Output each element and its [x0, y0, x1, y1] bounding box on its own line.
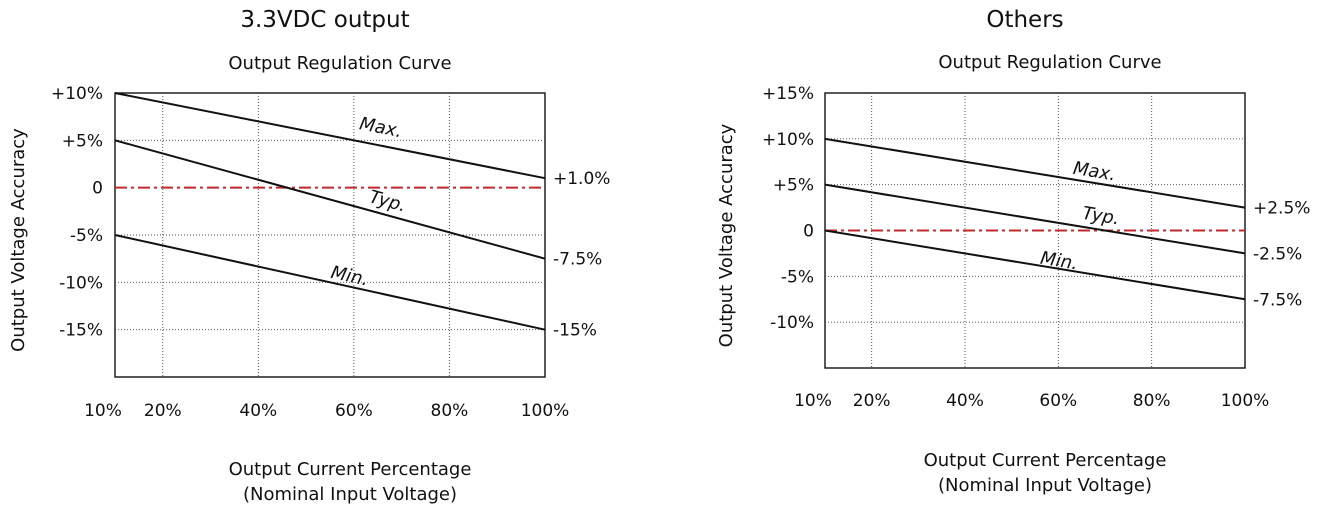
series-name-label: Typ.: [1081, 203, 1121, 230]
y-tick-label: +5%: [773, 176, 814, 196]
series-name-label: Max.: [1072, 158, 1118, 186]
series-name-label: Min.: [329, 262, 370, 291]
series-name-label: Max.: [358, 113, 404, 142]
x-tick-label: 60%: [335, 401, 373, 421]
series-line-max: [114, 92, 546, 180]
y-tick-label: -5%: [781, 267, 814, 287]
x-axis-label: Output Current Percentage (Nominal Input…: [180, 457, 520, 507]
series-end-label: -7.5%: [1253, 290, 1302, 310]
y-tick-label: -15%: [59, 321, 103, 341]
x-tick-label: 10%: [84, 401, 122, 421]
series-line-min: [114, 234, 546, 331]
series-line-max: [824, 137, 1246, 209]
x-tick-label: 80%: [431, 401, 469, 421]
y-axis-title: Output Voltage Accuracy: [8, 128, 29, 352]
x-tick-label: 20%: [144, 401, 182, 421]
y-tick-label: 0: [803, 222, 814, 242]
x-axis-note: (Nominal Input Voltage): [937, 475, 1153, 496]
x-tick-label: 20%: [853, 391, 891, 411]
x-axis-title: Output Current Percentage: [228, 459, 472, 480]
chart-title: Others: [986, 7, 1064, 33]
x-tick-label: 100%: [1221, 391, 1270, 411]
y-tick-label: +10%: [51, 84, 103, 104]
x-tick-label: 80%: [1133, 391, 1171, 411]
x-tick-label: 40%: [239, 401, 277, 421]
x-tick-label: 40%: [946, 391, 984, 411]
x-tick-label: 60%: [1039, 391, 1077, 411]
y-tick-label: -5%: [70, 226, 103, 246]
chart-title: 3.3VDC output: [240, 7, 410, 33]
chart-plot-others: +15% +10% +5% 0 -5% -10% 10% 20% 40% 60% 80% 100% Ou…: [716, 84, 1310, 411]
x-axis-title: Output Current Percentage: [923, 450, 1167, 471]
chart-panel-others: Others Output Regulation Curve +15% +10% +…: [690, 0, 1321, 505]
series-end-label: +2.5%: [1253, 199, 1310, 219]
series-line-typ: [824, 183, 1246, 255]
series-line-typ: [114, 139, 546, 260]
y-tick-label: -10%: [59, 273, 103, 293]
chart-plot-3v3: +10% +5% 0 -5% -10% -15% 10% 20% 40% 60% 80% 100% Ou…: [8, 84, 610, 421]
y-tick-label: +5%: [62, 131, 103, 151]
x-tick-label: 10%: [794, 391, 832, 411]
series-name-label: Min.: [1039, 248, 1080, 275]
series-end-label: +1.0%: [553, 169, 610, 189]
y-tick-label: +15%: [762, 84, 814, 104]
y-tick-label: -10%: [770, 313, 814, 333]
series-end-label: -2.5%: [1253, 244, 1302, 264]
y-tick-label: +10%: [762, 130, 814, 150]
x-tick-label: 100%: [521, 401, 570, 421]
y-axis-title: Output Voltage Accuracy: [716, 123, 737, 347]
chart-subtitle: Output Regulation Curve: [228, 53, 452, 74]
chart-subtitle: Output Regulation Curve: [938, 52, 1162, 73]
x-axis-note: (Nominal Input Voltage): [242, 484, 458, 505]
y-tick-label: 0: [92, 179, 103, 199]
x-axis-label: Output Current Percentage (Nominal Input…: [875, 448, 1215, 498]
chart-panel-3v3: 3.3VDC output Output Regulation Curve +1…: [0, 0, 640, 505]
series-end-label: -15%: [553, 321, 597, 341]
series-end-label: -7.5%: [553, 250, 602, 270]
series-line-min: [824, 229, 1246, 301]
